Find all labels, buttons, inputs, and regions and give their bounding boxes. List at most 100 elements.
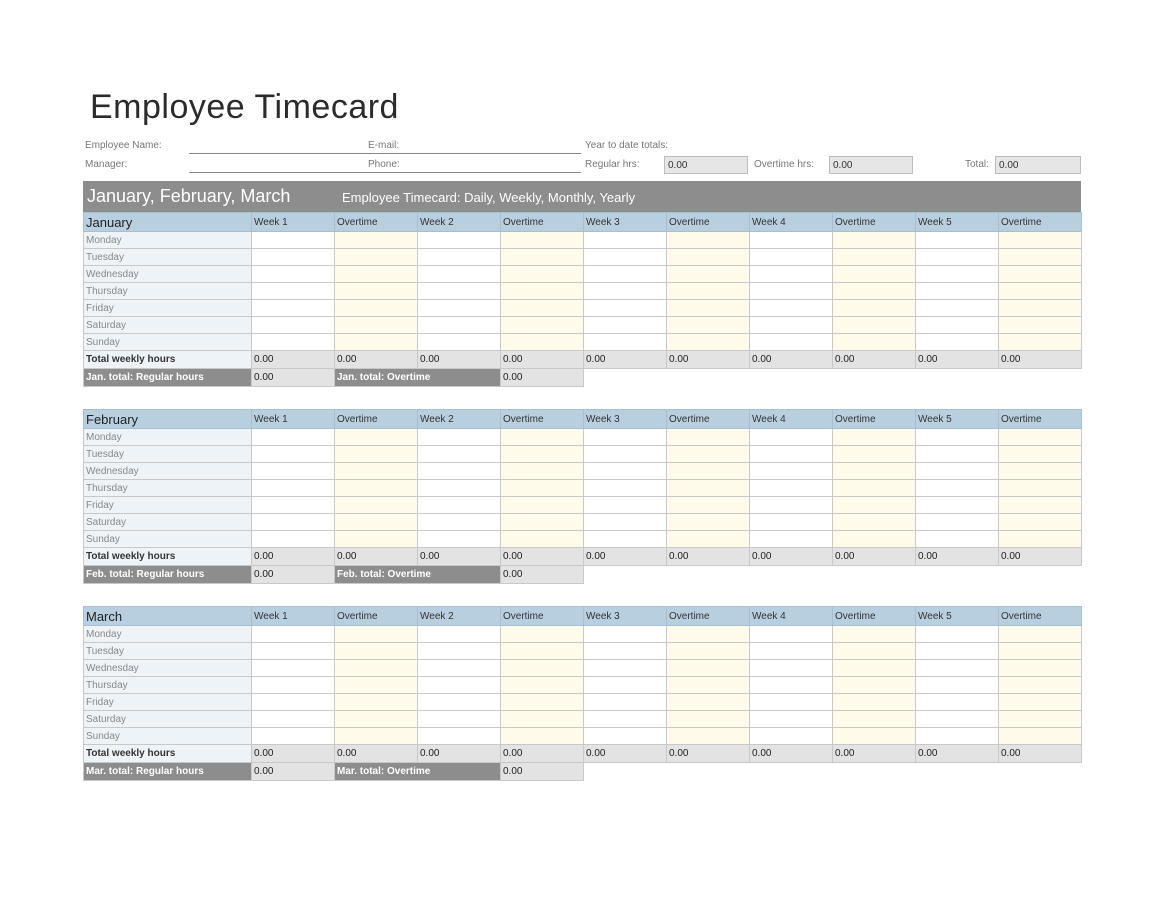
hours-cell[interactable] — [583, 530, 667, 548]
hours-cell[interactable] — [583, 693, 667, 711]
overtime-cell[interactable] — [666, 231, 750, 249]
hours-cell[interactable] — [915, 479, 999, 497]
overtime-cell[interactable] — [832, 428, 916, 446]
hours-cell[interactable] — [417, 333, 501, 351]
overtime-cell[interactable] — [334, 479, 418, 497]
overtime-cell[interactable] — [500, 642, 584, 660]
hours-cell[interactable] — [915, 530, 999, 548]
overtime-cell[interactable] — [334, 693, 418, 711]
hours-cell[interactable] — [915, 445, 999, 463]
overtime-cell[interactable] — [832, 642, 916, 660]
overtime-cell[interactable] — [666, 693, 750, 711]
hours-cell[interactable] — [583, 299, 667, 317]
overtime-cell[interactable] — [832, 265, 916, 283]
overtime-cell[interactable] — [998, 530, 1082, 548]
hours-cell[interactable] — [583, 659, 667, 677]
hours-cell[interactable] — [749, 299, 833, 317]
hours-cell[interactable] — [915, 676, 999, 694]
overtime-cell[interactable] — [334, 299, 418, 317]
hours-cell[interactable] — [915, 727, 999, 745]
hours-cell[interactable] — [583, 727, 667, 745]
hours-cell[interactable] — [915, 642, 999, 660]
overtime-cell[interactable] — [666, 625, 750, 643]
hours-cell[interactable] — [749, 248, 833, 266]
overtime-cell[interactable] — [998, 496, 1082, 514]
overtime-cell[interactable] — [334, 282, 418, 300]
hours-cell[interactable] — [583, 642, 667, 660]
overtime-cell[interactable] — [666, 530, 750, 548]
hours-cell[interactable] — [251, 428, 335, 446]
overtime-cell[interactable] — [500, 265, 584, 283]
overtime-cell[interactable] — [998, 231, 1082, 249]
hours-cell[interactable] — [251, 479, 335, 497]
employee-name-field[interactable] — [189, 153, 415, 154]
overtime-cell[interactable] — [666, 299, 750, 317]
overtime-cell[interactable] — [500, 333, 584, 351]
hours-cell[interactable] — [749, 462, 833, 480]
hours-cell[interactable] — [749, 693, 833, 711]
overtime-cell[interactable] — [500, 710, 584, 728]
overtime-cell[interactable] — [334, 530, 418, 548]
overtime-cell[interactable] — [666, 727, 750, 745]
overtime-cell[interactable] — [832, 333, 916, 351]
hours-cell[interactable] — [251, 282, 335, 300]
hours-cell[interactable] — [417, 693, 501, 711]
hours-cell[interactable] — [417, 530, 501, 548]
overtime-cell[interactable] — [666, 445, 750, 463]
overtime-cell[interactable] — [334, 333, 418, 351]
hours-cell[interactable] — [583, 496, 667, 514]
hours-cell[interactable] — [915, 462, 999, 480]
overtime-cell[interactable] — [500, 496, 584, 514]
overtime-cell[interactable] — [334, 496, 418, 514]
hours-cell[interactable] — [251, 659, 335, 677]
overtime-cell[interactable] — [666, 462, 750, 480]
hours-cell[interactable] — [749, 231, 833, 249]
overtime-cell[interactable] — [500, 316, 584, 334]
hours-cell[interactable] — [583, 445, 667, 463]
hours-cell[interactable] — [251, 710, 335, 728]
hours-cell[interactable] — [417, 513, 501, 531]
hours-cell[interactable] — [915, 231, 999, 249]
hours-cell[interactable] — [583, 710, 667, 728]
overtime-cell[interactable] — [666, 333, 750, 351]
hours-cell[interactable] — [251, 496, 335, 514]
overtime-cell[interactable] — [334, 316, 418, 334]
hours-cell[interactable] — [417, 727, 501, 745]
hours-cell[interactable] — [915, 316, 999, 334]
hours-cell[interactable] — [251, 231, 335, 249]
overtime-cell[interactable] — [334, 428, 418, 446]
overtime-cell[interactable] — [500, 479, 584, 497]
hours-cell[interactable] — [417, 642, 501, 660]
overtime-cell[interactable] — [998, 642, 1082, 660]
overtime-cell[interactable] — [500, 445, 584, 463]
overtime-cell[interactable] — [500, 428, 584, 446]
phone-field[interactable] — [415, 172, 581, 173]
overtime-cell[interactable] — [998, 248, 1082, 266]
hours-cell[interactable] — [251, 265, 335, 283]
overtime-cell[interactable] — [832, 248, 916, 266]
overtime-cell[interactable] — [500, 299, 584, 317]
overtime-cell[interactable] — [334, 265, 418, 283]
hours-cell[interactable] — [251, 676, 335, 694]
overtime-cell[interactable] — [334, 659, 418, 677]
overtime-cell[interactable] — [334, 462, 418, 480]
hours-cell[interactable] — [417, 299, 501, 317]
overtime-cell[interactable] — [666, 248, 750, 266]
hours-cell[interactable] — [749, 445, 833, 463]
overtime-cell[interactable] — [998, 659, 1082, 677]
overtime-cell[interactable] — [832, 727, 916, 745]
hours-cell[interactable] — [749, 265, 833, 283]
hours-cell[interactable] — [749, 659, 833, 677]
hours-cell[interactable] — [417, 676, 501, 694]
overtime-cell[interactable] — [832, 710, 916, 728]
overtime-cell[interactable] — [334, 445, 418, 463]
hours-cell[interactable] — [417, 282, 501, 300]
overtime-cell[interactable] — [998, 282, 1082, 300]
overtime-cell[interactable] — [500, 659, 584, 677]
overtime-cell[interactable] — [832, 693, 916, 711]
overtime-cell[interactable] — [832, 479, 916, 497]
overtime-cell[interactable] — [500, 530, 584, 548]
overtime-cell[interactable] — [666, 710, 750, 728]
overtime-cell[interactable] — [832, 445, 916, 463]
hours-cell[interactable] — [915, 513, 999, 531]
